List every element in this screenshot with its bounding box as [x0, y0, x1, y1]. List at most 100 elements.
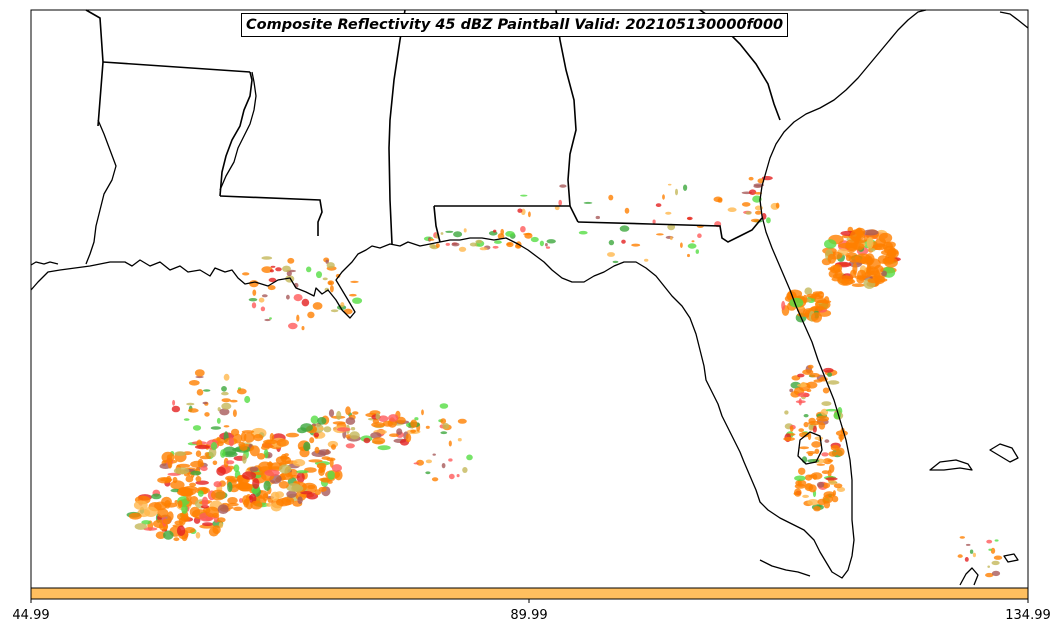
reflectivity-cell: [798, 467, 806, 475]
reflectivity-cell: [303, 441, 311, 452]
reflectivity-cell: [300, 423, 313, 432]
reflectivity-cell: [520, 194, 528, 197]
reflectivity-cell: [270, 265, 276, 268]
reflectivity-cell: [456, 474, 460, 478]
reflectivity-cell: [288, 322, 298, 330]
reflectivity-cell: [969, 549, 974, 554]
reflectivity-cell: [296, 314, 300, 322]
reflectivity-cell: [818, 422, 826, 430]
coastline: [30, 9, 1029, 586]
reflectivity-cell: [185, 475, 194, 483]
reflectivity-cell: [425, 425, 430, 429]
reflectivity-cell: [854, 227, 866, 236]
reflectivity-cell: [790, 381, 801, 389]
reflectivity-cell: [292, 459, 306, 467]
reflectivity-cell: [440, 431, 448, 435]
reflectivity-cell: [286, 490, 297, 498]
reflectivity-cell: [275, 267, 282, 272]
reflectivity-cell: [794, 483, 806, 489]
reflectivity-cell: [173, 537, 180, 542]
reflectivity-cell: [988, 548, 992, 551]
reflectivity-cell: [608, 239, 615, 246]
reflectivity-cell: [194, 444, 210, 450]
colorbar: [30, 587, 1029, 603]
reflectivity-cell: [241, 430, 255, 434]
reflectivity-cell: [517, 208, 523, 213]
reflectivity-cell: [310, 415, 319, 424]
reflectivity-cell: [287, 257, 295, 264]
reflectivity-cell: [839, 434, 843, 443]
reflectivity-cell: [205, 506, 220, 518]
reflectivity-cell: [204, 452, 210, 457]
reflectivity-cell: [748, 189, 757, 195]
reflectivity-cell: [448, 440, 452, 447]
reflectivity-cell: [851, 283, 865, 288]
reflectivity-cell: [316, 462, 327, 469]
reflectivity-cell: [269, 317, 272, 320]
reflectivity-cell: [828, 451, 838, 457]
reflectivity-cell: [794, 475, 806, 481]
reflectivity-cell: [345, 443, 355, 449]
reflectivity-cell: [261, 256, 273, 260]
reflectivity-cell: [221, 402, 232, 410]
reflectivity-cell: [226, 460, 235, 465]
reflectivity-cell: [753, 184, 762, 188]
reflectivity-cell: [802, 369, 814, 375]
reflectivity-cell: [822, 387, 830, 394]
reflectivity-cell: [662, 194, 665, 200]
reflectivity-cell: [312, 302, 323, 310]
reflectivity-cell: [174, 451, 186, 456]
reflectivity-cell: [644, 258, 649, 262]
reflectivity-cell: [269, 269, 274, 273]
reflectivity-cell: [163, 530, 174, 540]
reflectivity-cell: [494, 240, 502, 244]
reflectivity-cell: [268, 277, 277, 283]
reflectivity-cell: [249, 466, 259, 472]
reflectivity-cell: [250, 500, 263, 510]
reflectivity-cell: [453, 231, 463, 238]
reflectivity-cell: [330, 309, 339, 313]
reflectivity-cell: [607, 252, 615, 257]
reflectivity-cell: [816, 481, 825, 488]
reflectivity-cell: [669, 236, 673, 241]
reflectivity-cell: [789, 297, 804, 308]
reflectivity-cell: [687, 243, 697, 249]
reflectivity-cell: [811, 441, 822, 448]
reflectivity-cell: [263, 480, 271, 491]
reflectivity-cell: [836, 487, 846, 492]
reflectivity-cell: [327, 480, 333, 484]
reflectivity-cell: [309, 437, 315, 444]
reflectivity-cell: [675, 188, 678, 196]
reflectivity-cell: [218, 522, 224, 529]
reflectivity-cell: [177, 500, 183, 509]
reflectivity-cell: [766, 217, 771, 224]
reflectivity-cell: [220, 449, 226, 458]
reflectivity-cell: [370, 432, 382, 439]
reflectivity-cell: [217, 441, 224, 447]
reflectivity-cell: [195, 532, 201, 539]
reflectivity-cell: [806, 389, 812, 392]
reflectivity-cell: [151, 493, 162, 500]
reflectivity-cell: [239, 498, 243, 503]
reflectivity-cell: [249, 445, 260, 457]
reflectivity-cell: [405, 433, 412, 443]
reflectivity-cell: [336, 410, 342, 420]
reflectivity-cell: [717, 198, 723, 203]
reflectivity-cell: [451, 242, 460, 247]
reflectivity-cell: [261, 294, 268, 298]
reflectivity-cell: [457, 418, 467, 424]
reflectivity-cell: [493, 229, 497, 233]
reflectivity-cell: [176, 463, 191, 468]
reflectivity-cell: [192, 425, 202, 431]
reflectivity-cell: [990, 547, 996, 554]
reflectivity-cell: [798, 428, 804, 432]
reflectivity-cell: [257, 453, 266, 460]
reflectivity-cell: [528, 211, 531, 218]
reflectivity-cell: [520, 226, 526, 233]
reflectivity-cell: [216, 417, 221, 424]
reflectivity-cell: [233, 506, 243, 511]
reflectivity-cell: [227, 497, 238, 504]
reflectivity-cell: [210, 426, 222, 430]
reflectivity-cell: [755, 210, 762, 215]
